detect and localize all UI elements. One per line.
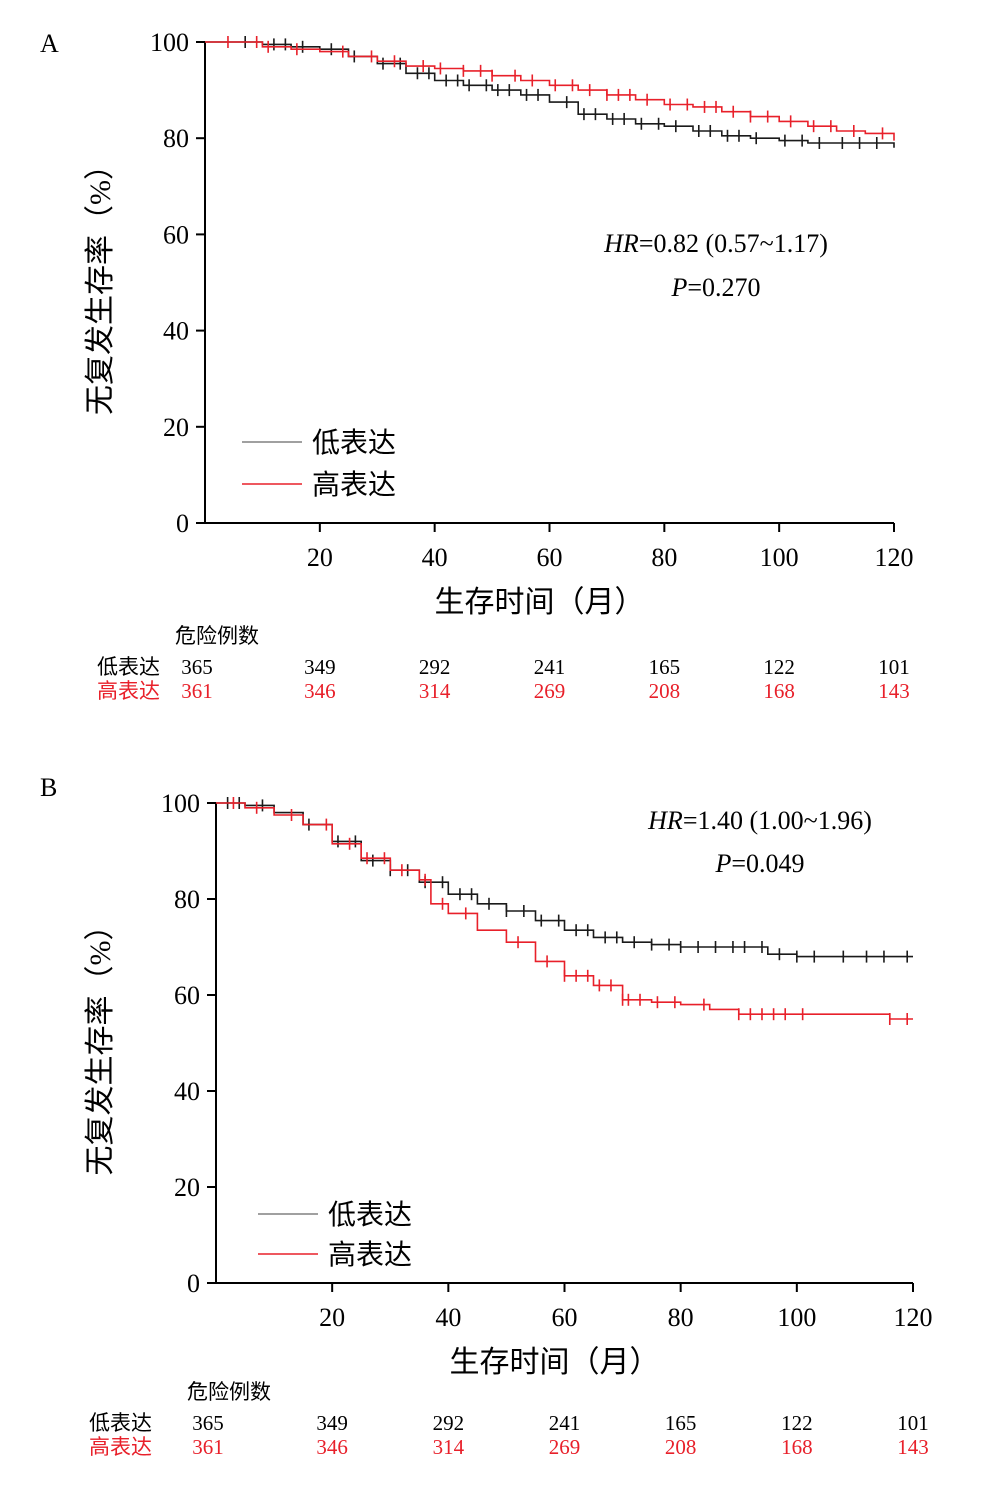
km-panel-b: B 0 20 40 60 80 100 20 40 60 80 100 120 生存时间（月） 无复发生存率…: [40, 773, 933, 1459]
risk-count: 122: [763, 655, 795, 679]
risk-row-label: 高表达: [97, 679, 160, 703]
y-tick-label: 80: [174, 885, 200, 914]
p-prefix: P: [714, 849, 731, 878]
survival-curve-low: [205, 41, 895, 148]
x-tick-label: 40: [422, 543, 448, 572]
y-tick-label: 20: [174, 1173, 200, 1202]
risk-table-title: 危险例数: [175, 624, 259, 648]
risk-count: 314: [433, 1435, 465, 1459]
risk-count: 101: [878, 655, 910, 679]
risk-row-label: 低表达: [97, 655, 160, 679]
p-annotation: P=0.049: [714, 849, 804, 878]
survival-curve-high: [216, 802, 913, 1020]
panel-label: A: [40, 29, 59, 58]
x-tick-label: 120: [894, 1303, 933, 1332]
risk-row-label: 低表达: [89, 1411, 152, 1435]
hr-prefix: HR: [603, 229, 639, 258]
risk-count: 165: [649, 655, 681, 679]
risk-count: 361: [192, 1435, 224, 1459]
risk-count: 349: [316, 1411, 348, 1435]
p-annotation: P=0.270: [670, 273, 760, 302]
risk-count: 208: [649, 679, 681, 703]
risk-count: 292: [433, 1411, 465, 1435]
risk-row-label: 高表达: [89, 1435, 152, 1459]
y-axis-title: 无复发生存率（%）: [84, 150, 117, 415]
risk-count: 349: [304, 655, 336, 679]
x-tick-label: 100: [777, 1303, 816, 1332]
x-tick-label: 20: [307, 543, 333, 572]
risk-count: 168: [781, 1435, 813, 1459]
hr-value: =0.82 (0.57~1.17): [639, 229, 828, 258]
x-tick-label: 100: [760, 543, 799, 572]
y-tick-label: 60: [174, 981, 200, 1010]
x-tick-label: 40: [435, 1303, 461, 1332]
hr-prefix: HR: [647, 806, 683, 835]
risk-count: 241: [534, 655, 566, 679]
y-tick-label: 20: [163, 413, 189, 442]
y-tick-label: 0: [187, 1269, 200, 1298]
y-tick-label: 0: [176, 509, 189, 538]
panel-label: B: [40, 773, 57, 802]
risk-count: 165: [665, 1411, 697, 1435]
p-prefix: P: [670, 273, 687, 302]
risk-count: 241: [549, 1411, 581, 1435]
x-axis-title: 生存时间（月）: [435, 586, 645, 619]
p-value: =0.049: [731, 849, 804, 878]
risk-count: 346: [304, 679, 336, 703]
x-tick-label: 60: [552, 1303, 578, 1332]
y-tick-label: 40: [174, 1077, 200, 1106]
risk-count: 143: [897, 1435, 929, 1459]
risk-count: 269: [534, 679, 566, 703]
x-tick-label: 120: [875, 543, 914, 572]
y-axis-title: 无复发生存率（%）: [84, 911, 117, 1176]
y-tick-label: 60: [163, 220, 189, 249]
risk-count: 143: [878, 679, 910, 703]
x-tick-label: 60: [537, 543, 563, 572]
legend-label-low: 低表达: [328, 1199, 412, 1231]
risk-count: 292: [419, 655, 451, 679]
survival-curve-high: [205, 41, 895, 141]
x-tick-label: 80: [668, 1303, 694, 1332]
y-tick-label: 40: [163, 317, 189, 346]
p-value: =0.270: [687, 273, 760, 302]
hr-value: =1.40 (1.00~1.96): [683, 806, 872, 835]
risk-count: 365: [181, 655, 213, 679]
risk-count: 208: [665, 1435, 697, 1459]
km-panel-a: A 0 20 40 60 80 100 20 40 60 80 100 120 生存时间（月） 无复发生存率…: [40, 28, 914, 703]
risk-count: 269: [549, 1435, 581, 1459]
legend-label-high: 高表达: [312, 469, 396, 501]
x-tick-label: 80: [651, 543, 677, 572]
y-tick-label: 80: [163, 124, 189, 153]
legend-label-low: 低表达: [312, 427, 396, 459]
risk-count: 361: [181, 679, 213, 703]
risk-table-title: 危险例数: [187, 1380, 271, 1404]
hr-annotation: HR=1.40 (1.00~1.96): [647, 806, 872, 835]
x-tick-label: 20: [319, 1303, 345, 1332]
y-tick-label: 100: [150, 28, 189, 57]
y-tick-label: 100: [161, 789, 200, 818]
legend-label-high: 高表达: [328, 1239, 412, 1271]
risk-count: 365: [192, 1411, 224, 1435]
x-axis-title: 生存时间（月）: [450, 1346, 660, 1379]
risk-count: 101: [897, 1411, 929, 1435]
risk-count: 122: [781, 1411, 813, 1435]
risk-count: 168: [763, 679, 795, 703]
risk-count: 346: [316, 1435, 348, 1459]
hr-annotation: HR=0.82 (0.57~1.17): [603, 229, 828, 258]
risk-count: 314: [419, 679, 451, 703]
